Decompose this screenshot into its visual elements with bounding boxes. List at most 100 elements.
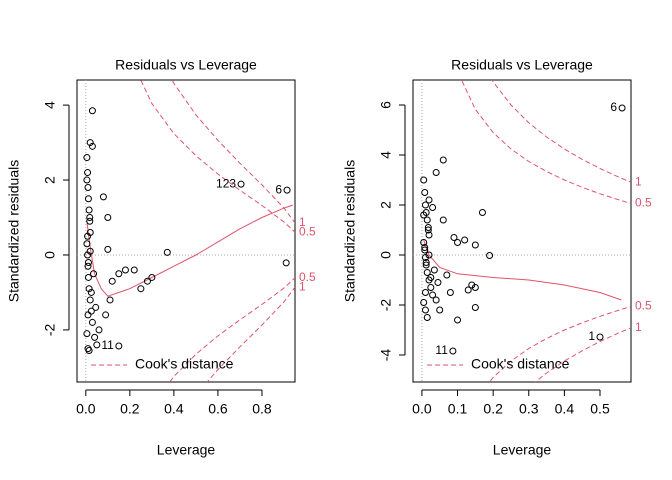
point xyxy=(432,296,440,304)
point xyxy=(83,176,91,184)
y-axis-label: Standardized residuals xyxy=(6,160,22,302)
point xyxy=(130,266,138,274)
x-tick-label: 0.0 xyxy=(76,401,96,417)
point xyxy=(83,240,91,248)
cooks-contour xyxy=(491,80,631,183)
point xyxy=(86,139,94,147)
y-tick-label: 6 xyxy=(378,101,394,109)
point xyxy=(85,347,93,355)
x-tick-label: 0.4 xyxy=(555,401,575,417)
plot-frame xyxy=(76,79,296,383)
plot-area xyxy=(413,80,631,382)
cooks-contour xyxy=(534,327,631,382)
x-tick-label: 0.4 xyxy=(164,401,184,417)
point xyxy=(115,342,123,350)
chart-title: Residuals vs Leverage xyxy=(115,57,257,73)
point xyxy=(471,304,479,311)
point xyxy=(423,314,431,321)
point xyxy=(83,330,91,338)
point xyxy=(84,258,92,266)
point xyxy=(95,326,103,334)
point xyxy=(87,288,95,296)
point xyxy=(85,206,93,214)
x-tick-label: 0.5 xyxy=(590,401,610,417)
y-tick-label: 0 xyxy=(378,251,394,259)
point xyxy=(84,169,92,177)
point xyxy=(424,224,432,231)
cooks-contour xyxy=(140,80,295,233)
point-label: 123 xyxy=(216,176,236,190)
x-tick-label: 0.1 xyxy=(448,401,468,417)
point xyxy=(421,244,429,251)
point xyxy=(478,209,486,216)
point xyxy=(163,248,171,256)
point xyxy=(471,241,479,249)
y-tick-label: 2 xyxy=(42,176,58,184)
point xyxy=(421,306,429,314)
point xyxy=(86,247,94,255)
point xyxy=(424,226,432,234)
x-axis-label: Leverage xyxy=(493,442,552,458)
point xyxy=(86,214,94,222)
point xyxy=(108,277,116,285)
x-tick-label: 0.2 xyxy=(120,401,140,417)
point xyxy=(421,201,429,209)
point xyxy=(282,259,290,267)
contour-label: 1 xyxy=(635,174,642,188)
point xyxy=(104,214,112,222)
point xyxy=(446,289,454,296)
point xyxy=(86,296,94,304)
cooks-contour xyxy=(171,80,295,224)
x-tick-label: 0.6 xyxy=(208,401,228,417)
legend-label: Cook's distance xyxy=(471,356,570,372)
point xyxy=(84,311,92,319)
point xyxy=(237,180,245,188)
point xyxy=(88,107,96,115)
contour-label: 0.5 xyxy=(299,270,316,284)
x-axis-label: Leverage xyxy=(157,442,216,458)
y-tick-label: 0 xyxy=(42,251,58,259)
point xyxy=(99,193,107,201)
point xyxy=(90,270,98,278)
point xyxy=(83,154,91,162)
x-tick-label: 0.8 xyxy=(252,401,272,417)
point xyxy=(423,269,431,276)
point-label: 1 xyxy=(588,329,595,343)
point xyxy=(137,285,145,293)
plot-frame xyxy=(412,79,632,383)
point xyxy=(618,104,626,112)
point xyxy=(454,239,462,246)
y-tick-label: -2 xyxy=(42,323,58,336)
contour-label: 1 xyxy=(299,215,306,229)
cooks-contour xyxy=(169,277,295,382)
point xyxy=(84,273,92,281)
cooks-contour xyxy=(461,80,631,205)
point xyxy=(432,169,440,176)
x-tick-label: 0.0 xyxy=(412,401,432,417)
point xyxy=(121,266,129,274)
point xyxy=(423,216,431,224)
point xyxy=(420,176,428,184)
point xyxy=(85,285,93,293)
contour-label: 1 xyxy=(299,279,306,293)
x-tick-label: 0.2 xyxy=(483,401,503,417)
point xyxy=(439,216,447,224)
point xyxy=(449,347,457,355)
point xyxy=(420,299,428,306)
point xyxy=(443,271,451,279)
cooks-contour xyxy=(489,305,631,382)
y-tick-label: -2 xyxy=(378,299,394,312)
contour-label: 0.5 xyxy=(635,299,652,313)
point xyxy=(148,273,156,281)
point xyxy=(430,266,438,274)
point xyxy=(91,333,99,341)
point xyxy=(420,239,428,246)
chart-title: Residuals vs Leverage xyxy=(451,57,593,73)
point xyxy=(434,279,442,286)
cooks-contour xyxy=(206,286,295,382)
point xyxy=(422,259,430,266)
point-label: 11 xyxy=(101,338,114,352)
point xyxy=(427,274,435,281)
point xyxy=(421,189,429,196)
